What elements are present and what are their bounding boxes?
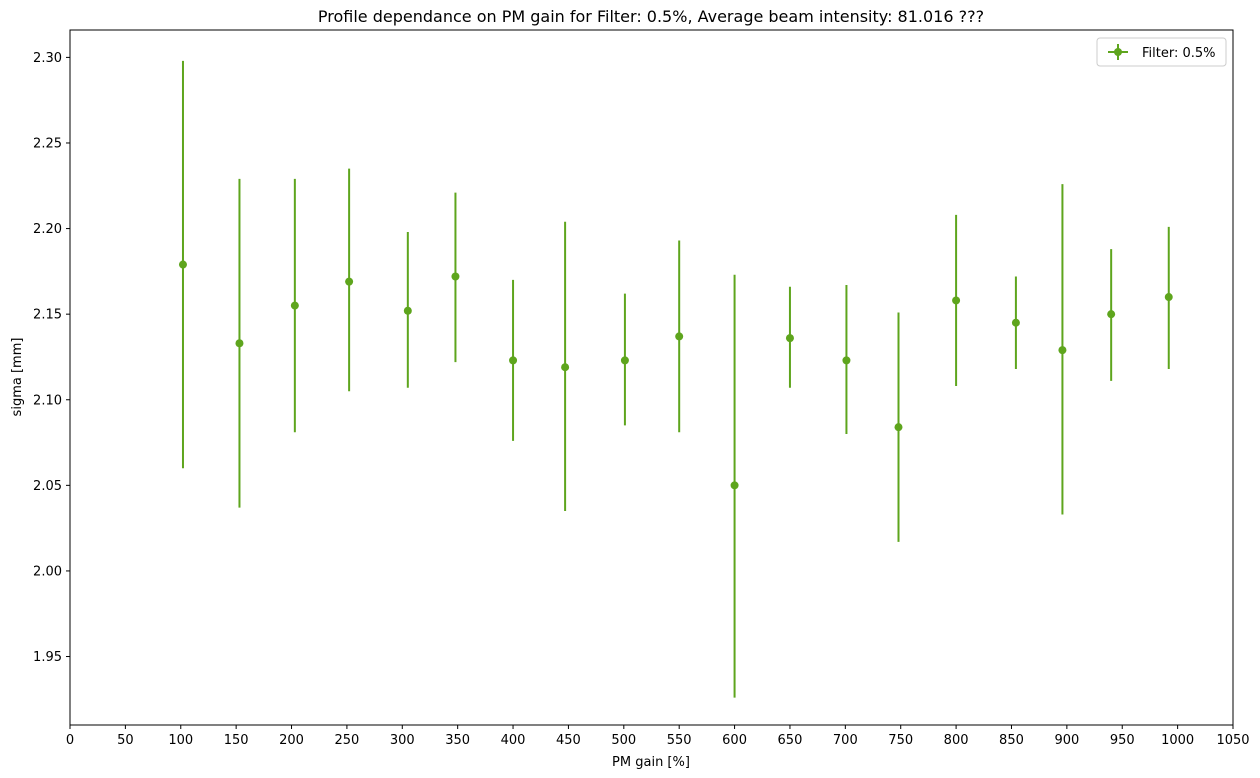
x-tick-label: 1000	[1161, 733, 1194, 748]
x-tick-label: 750	[888, 733, 913, 748]
legend-entry-label: Filter: 0.5%	[1142, 46, 1216, 61]
data-point	[1058, 346, 1067, 355]
data-point	[785, 334, 794, 343]
data-point	[842, 356, 851, 365]
y-tick-label: 2.00	[33, 564, 62, 579]
x-tick-label: 250	[334, 733, 359, 748]
data-point	[1107, 310, 1116, 319]
y-tick-label: 2.10	[33, 393, 62, 408]
data-point	[451, 272, 460, 281]
chart-title: Profile dependance on PM gain for Filter…	[318, 7, 984, 26]
plot-frame	[69, 29, 1234, 726]
x-tick-label: 400	[501, 733, 526, 748]
y-axis-label: sigma [mm]	[10, 338, 25, 417]
x-tick-label: 500	[611, 733, 636, 748]
data-point	[894, 423, 903, 432]
x-tick-label: 50	[117, 733, 134, 748]
x-tick-label: 150	[224, 733, 249, 748]
x-tick-label: 950	[1110, 733, 1135, 748]
data-point	[675, 332, 684, 341]
data-point	[730, 481, 739, 490]
legend-marker-dot	[1114, 48, 1122, 56]
y-tick-label: 2.25	[33, 136, 62, 151]
x-tick-label: 700	[833, 733, 858, 748]
y-axis: 1.95 2.00 2.05 2.10 2.15 2.20 2.25 2.30	[33, 51, 70, 665]
data-point	[509, 356, 518, 365]
data-point	[345, 277, 354, 286]
x-tick-label: 300	[390, 733, 415, 748]
data-point	[620, 356, 629, 365]
y-tick-label: 2.15	[33, 308, 62, 323]
data-point	[235, 339, 244, 348]
y-tick-label: 2.05	[33, 479, 62, 494]
legend-box	[1096, 37, 1227, 67]
legend: Filter: 0.5%	[1096, 37, 1227, 67]
data-point	[952, 296, 961, 305]
data-point	[1164, 293, 1173, 302]
legend-marker	[1108, 44, 1128, 60]
x-tick-label: 600	[722, 733, 747, 748]
x-axis-label: PM gain [%]	[612, 755, 690, 770]
data-point	[1011, 318, 1020, 327]
x-tick-label: 0	[66, 733, 74, 748]
plot-area	[178, 60, 1173, 698]
y-tick-label: 2.20	[33, 222, 62, 237]
y-tick-label: 2.30	[33, 51, 62, 66]
x-tick-label: 550	[667, 733, 692, 748]
data-point	[561, 363, 570, 372]
x-tick-label: 1050	[1216, 733, 1249, 748]
x-tick-label: 650	[778, 733, 803, 748]
data-point	[178, 260, 187, 269]
x-tick-label: 100	[168, 733, 193, 748]
data-point	[403, 306, 412, 315]
x-tick-label: 200	[279, 733, 304, 748]
x-tick-label: 900	[1054, 733, 1079, 748]
x-tick-label: 350	[445, 733, 470, 748]
x-tick-label: 800	[944, 733, 969, 748]
x-tick-label: 450	[556, 733, 581, 748]
x-axis: 0 50 100 150 200 250 300 350 400 450 500 550 600 650 7…	[66, 725, 1250, 748]
data-point	[290, 301, 299, 310]
y-tick-label: 1.95	[33, 650, 62, 665]
x-tick-label: 850	[999, 733, 1024, 748]
